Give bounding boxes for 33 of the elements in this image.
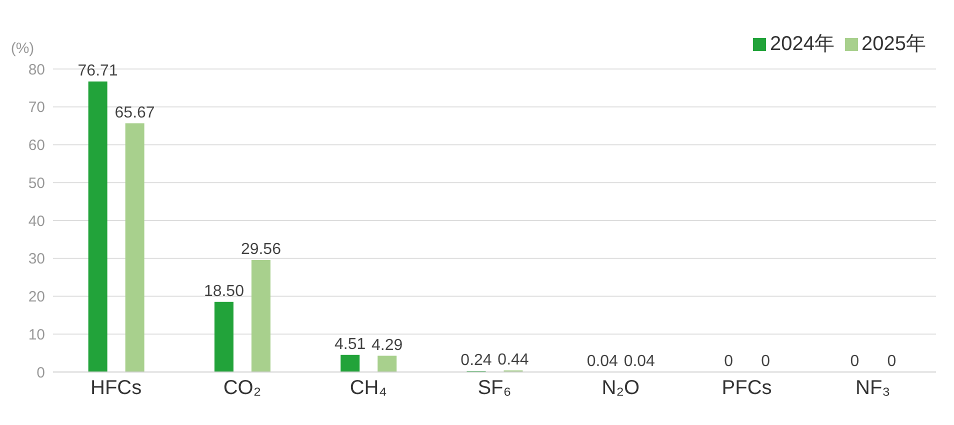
data-label: 76.71 (78, 62, 118, 80)
y-tick-label: 50 (28, 174, 45, 192)
legend-label: 2024年 (770, 33, 834, 55)
y-axis-title: (%) (10, 40, 34, 57)
x-tick-label: NF₃ (856, 377, 890, 400)
x-tick-label: SF₆ (478, 377, 512, 400)
y-tick-label: 10 (28, 326, 45, 344)
y-tick-label: 40 (28, 212, 45, 230)
data-label: 29.56 (240, 241, 282, 258)
x-tick-label: CH₄ (350, 377, 387, 400)
data-label: 0.44 (498, 351, 529, 368)
data-label: 0 (887, 352, 896, 370)
data-label: 0 (724, 352, 734, 370)
y-tick-label: 60 (28, 137, 45, 154)
data-label: 65.67 (114, 104, 155, 122)
y-tick-label: 70 (28, 99, 45, 116)
y-tick-label: 0 (36, 364, 45, 382)
data-label: 0.24 (460, 352, 492, 370)
x-tick-label: HFCs (90, 377, 142, 400)
y-tick-label: 20 (28, 288, 45, 306)
data-label: 18.50 (204, 282, 244, 300)
data-label: 0.04 (586, 352, 618, 370)
y-tick-label: 80 (28, 61, 45, 78)
x-tick-label: PFCs (722, 377, 772, 400)
legend-label: 2025年 (862, 33, 926, 55)
data-label: 0 (761, 352, 770, 370)
x-tick-label: CO₂ (223, 377, 262, 400)
data-label: 0.04 (624, 352, 656, 370)
data-label: 0 (850, 352, 860, 370)
x-tick-label: N₂O (602, 377, 640, 400)
data-label: 4.29 (372, 336, 403, 354)
y-tick-label: 30 (28, 250, 45, 268)
data-label: 4.51 (334, 336, 366, 353)
